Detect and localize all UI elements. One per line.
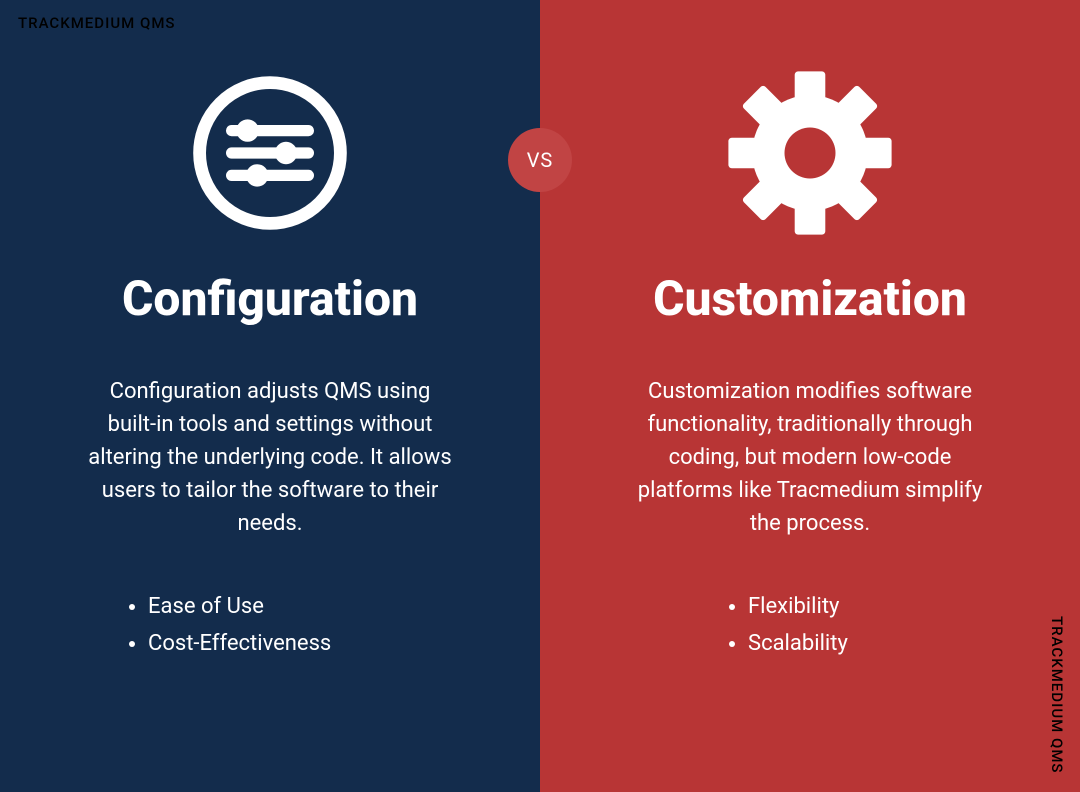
gear-icon bbox=[725, 65, 895, 240]
right-title: Customization bbox=[653, 270, 967, 327]
left-title: Configuration bbox=[122, 270, 418, 327]
brand-top-label: TRACKMEDIUM QMS bbox=[18, 14, 176, 32]
comparison-infographic: TRACKMEDIUM QMS TRACKMEDIUM QMS VS Confi… bbox=[0, 0, 1080, 792]
left-description: Configuration adjusts QMS using built-in… bbox=[85, 375, 455, 540]
left-bullets: Ease of Use Cost-Effectiveness bbox=[120, 588, 331, 663]
list-item: Scalability bbox=[748, 625, 848, 662]
sliders-circle-icon bbox=[190, 65, 350, 240]
list-item: Cost-Effectiveness bbox=[148, 625, 331, 662]
vs-label: VS bbox=[527, 148, 554, 172]
right-panel-customization: Customization Customization modifies sof… bbox=[540, 0, 1080, 792]
list-item: Ease of Use bbox=[148, 588, 331, 625]
right-bullets: Flexibility Scalability bbox=[720, 588, 848, 663]
left-panel-configuration: Configuration Configuration adjusts QMS … bbox=[0, 0, 540, 792]
vs-badge: VS bbox=[508, 128, 572, 192]
list-item: Flexibility bbox=[748, 588, 848, 625]
brand-side-label: TRACKMEDIUM QMS bbox=[1048, 616, 1066, 774]
right-description: Customization modifies software function… bbox=[625, 375, 995, 540]
